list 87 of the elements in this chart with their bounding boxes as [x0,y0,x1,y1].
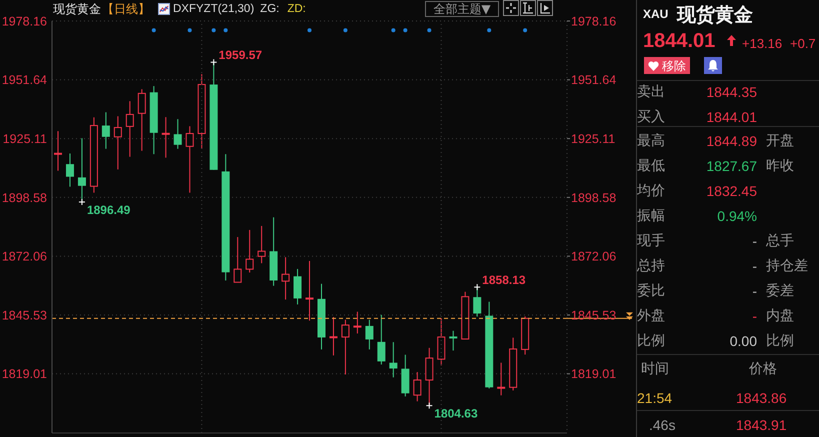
text: 1843.86 [736,390,787,407]
category-label: 均价 [637,183,665,200]
category-label: 昨收 [766,158,794,174]
category-label: 比例 [766,333,794,349]
candlestick [353,311,362,334]
text: - [752,283,757,299]
chart-title: 现货黄金 [53,0,101,18]
category-label: 最高 [637,133,665,150]
category-label: 总手 [766,233,794,249]
text: 1832.45 [706,183,757,199]
text: .46s [649,417,676,434]
category-label: 振幅 [637,208,665,225]
text: 0.94% [717,208,757,224]
text: 现货黄金 [677,4,753,27]
category-label: 开盘 [766,133,794,149]
candlestick [413,372,422,402]
y-tick-label: 1951.64 [2,73,48,88]
category-label: 委差 [766,283,794,299]
category-label: 委比 [637,283,665,300]
text: 1844.35 [706,84,757,100]
text: - [752,258,757,274]
text: XAU [643,7,668,21]
candlestick [365,319,374,350]
y2-tick-label: 1951.64 [571,73,616,88]
y-tick-label: 1925.11 [2,132,48,146]
text: ZD: [287,3,306,15]
y2-tick-label: 1978.16 [571,14,616,28]
category-label: 现手 [637,233,665,250]
y-tick-label: 1978.16 [2,14,48,28]
candlestick [449,330,458,352]
text: 1844.01 [643,29,716,53]
text: 21:54 [637,390,672,407]
candlestick [282,256,290,300]
text: 时间 [641,361,669,378]
text: +0.7 [790,36,816,52]
text: 1827.67 [706,158,757,174]
candlestick [198,74,206,150]
candlestick [138,88,146,152]
candlestick [126,100,134,158]
candlestick [246,229,254,274]
category-label: 内盘 [766,308,794,324]
candlestick [294,268,302,305]
candlestick [186,126,194,194]
remove-button: 移除 [644,57,690,74]
y2-tick-label: 1925.11 [571,132,616,146]
text: 1843.91 [736,417,787,434]
text: 1844.01 [706,109,757,125]
candlestick [389,342,398,378]
y2-tick-label: 1872.06 [571,250,616,264]
candlestick [341,319,350,375]
text: - [752,233,757,249]
category-label: 总持 [637,258,665,275]
text: 价格 [749,361,777,378]
y-tick-label: 1819.01 [2,367,48,382]
y-tick-label: 1872.06 [2,250,48,264]
candlestick [162,116,170,158]
annotation: 1896.49 [86,203,131,218]
text: +13.16 [742,36,782,52]
candlestick [306,260,314,322]
category-label: 比例 [637,333,665,350]
candlestick [329,316,338,356]
text: 1844.89 [706,133,757,149]
candlestick [497,362,506,396]
category-label: 持仓差 [766,258,808,274]
y-tick-label: 1845.53 [2,308,48,322]
category-label: 外盘 [637,308,665,325]
text: 0.00 [730,333,757,349]
text: - [752,308,757,324]
annotation: 1959.57 [218,48,262,62]
dropdown-button: 全部主题▼ [425,1,499,17]
text: DXFYZT(21,30) [173,3,254,15]
annotation: 1858.13 [482,273,526,288]
candlestick [54,130,62,172]
candlestick [102,112,110,150]
category-label: 卖出 [637,84,665,101]
candlestick [114,116,122,170]
candlestick [174,118,182,150]
category-label: 最低 [637,158,665,175]
candlestick [377,314,386,366]
y2-tick-label: 1819.01 [571,367,616,382]
annotation: 1804.63 [434,406,478,421]
y-tick-label: 1898.58 [2,190,48,205]
y2-tick-label: 1898.58 [571,190,616,205]
category-label: 买入 [637,109,665,126]
chart-subtitle: 【日线】 [102,0,150,18]
text: ZG: [260,3,280,15]
candlestick [66,152,74,188]
